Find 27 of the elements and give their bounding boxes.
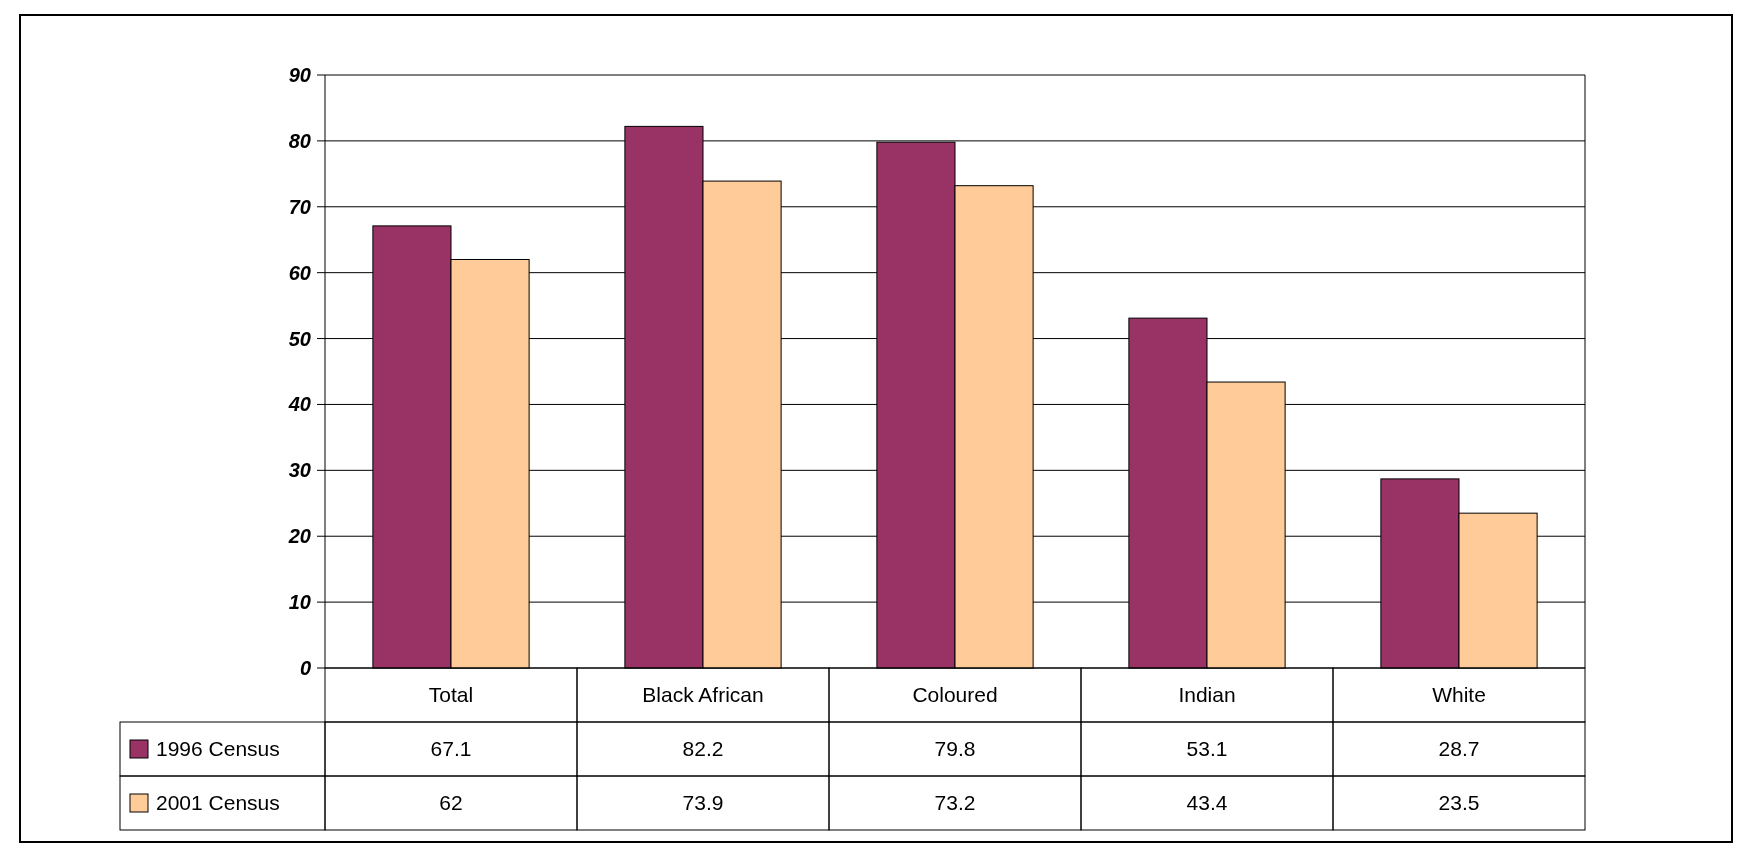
y-tick-label: 90	[288, 64, 311, 86]
legend-label: 2001 Census	[156, 791, 280, 815]
data-label: 62	[439, 791, 463, 815]
y-tick-label: 60	[288, 261, 311, 284]
legend-label: 1996 Census	[156, 737, 280, 761]
x-tick-label: Black African	[642, 683, 764, 707]
y-tick-label: 10	[288, 591, 311, 614]
data-label: 73.9	[682, 791, 724, 815]
x-tick-label: White	[1432, 683, 1486, 707]
x-tick-label: Coloured	[912, 683, 998, 707]
data-label: 73.2	[934, 791, 976, 815]
y-tick-label: 70	[288, 195, 311, 218]
data-label: 28.7	[1438, 737, 1480, 761]
data-label: 82.2	[682, 737, 724, 761]
data-label: 23.5	[1438, 791, 1480, 815]
data-label: 53.1	[1186, 737, 1228, 761]
y-tick-label: 50	[288, 327, 311, 350]
x-tick-label: Indian	[1178, 683, 1236, 707]
y-tick-label: 80	[288, 129, 311, 152]
x-tick-label: Total	[428, 683, 474, 707]
y-tick-label: 0	[299, 657, 311, 679]
data-label: 79.8	[934, 737, 976, 761]
y-tick-label: 20	[287, 525, 311, 548]
y-tick-label: 40	[287, 393, 311, 416]
y-tick-label: 30	[288, 459, 311, 482]
data-label: 43.4	[1186, 791, 1228, 815]
data-label: 67.1	[430, 737, 472, 761]
